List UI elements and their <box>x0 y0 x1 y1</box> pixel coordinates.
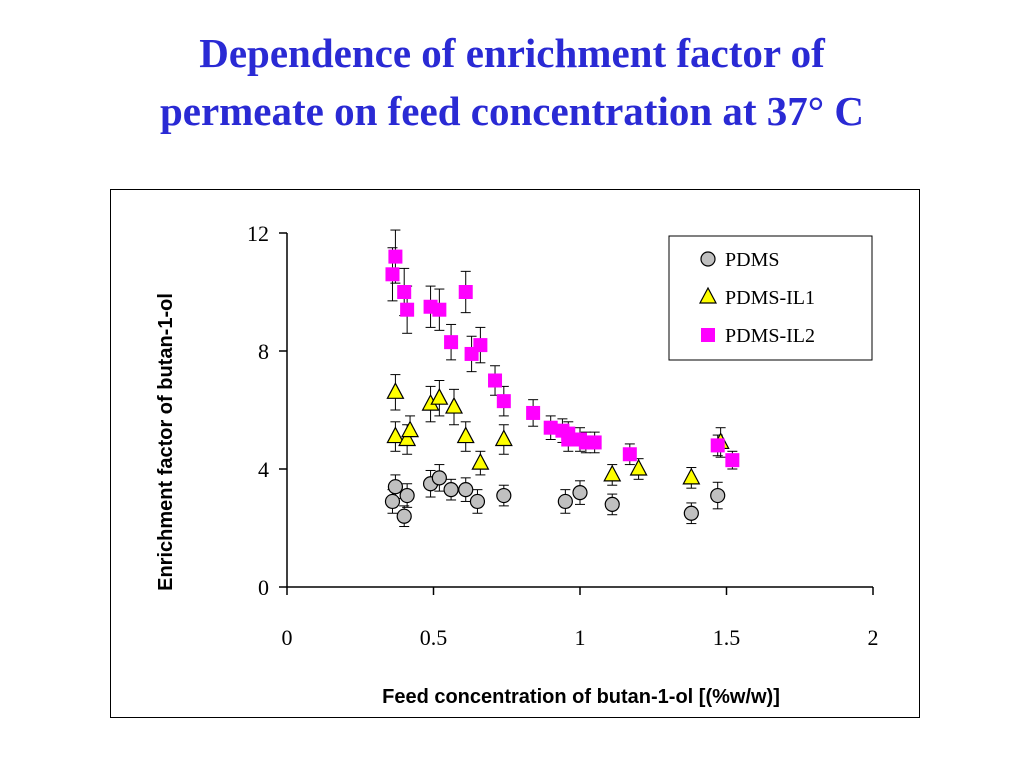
y-tick-label: 12 <box>247 221 269 246</box>
legend-marker-pdms-il1 <box>699 286 717 304</box>
data-point-pdms-il2 <box>725 453 740 468</box>
data-point-pdms-il2 <box>526 405 541 420</box>
data-point-pdms-il2 <box>496 394 511 409</box>
data-point-pdms-il1 <box>430 387 449 405</box>
data-point-pdms-il2 <box>444 335 459 350</box>
data-point-pdms-il2 <box>473 338 488 353</box>
x-axis-title: Feed concentration of butan-1-ol [(%w/w)… <box>382 686 780 708</box>
x-tick-label: 0.5 <box>420 625 448 650</box>
chart-frame <box>110 189 920 718</box>
x-tick-label: 2 <box>868 625 879 650</box>
data-point-pdms-il2 <box>397 285 412 299</box>
x-tick-label: 1.5 <box>713 625 741 650</box>
data-point-pdms-il2 <box>458 285 473 299</box>
data-point-pdms-il1 <box>456 426 475 444</box>
data-point-pdms-il1 <box>629 458 648 476</box>
slide-title: Dependence of enrichment factor of perme… <box>0 24 1024 140</box>
data-point-pdms <box>683 505 699 521</box>
y-tick-label: 0 <box>258 575 269 600</box>
legend-label: PDMS-IL2 <box>725 325 815 347</box>
slide-title-line-2: permeate on feed concentration at 37° C <box>159 88 865 134</box>
data-point-pdms-il2 <box>488 373 503 388</box>
data-point-pdms-il1 <box>603 464 622 482</box>
legend-label: PDMS-IL1 <box>725 287 815 309</box>
data-point-pdms-il2 <box>561 426 576 441</box>
data-point-pdms <box>431 470 447 486</box>
data-point-pdms-il1 <box>445 396 464 414</box>
x-tick-label: 0 <box>282 625 293 650</box>
data-point-pdms-il2 <box>388 249 403 264</box>
legend-label: PDMS <box>725 249 779 271</box>
data-point-pdms <box>469 493 486 510</box>
y-tick-label: 8 <box>258 339 269 364</box>
data-point-pdms-il1 <box>682 467 701 485</box>
data-points <box>384 249 740 524</box>
data-point-pdms-il1 <box>386 382 405 399</box>
data-point-pdms <box>458 482 474 498</box>
legend-marker-pdms <box>700 251 716 267</box>
data-point-pdms-il2 <box>543 420 558 435</box>
data-point-pdms-il2 <box>385 267 400 282</box>
ticks: 0 0.5 1 1.5 2 0 4 8 12 <box>247 221 879 650</box>
data-point-pdms <box>384 493 401 510</box>
data-point-pdms <box>396 508 412 524</box>
data-point-pdms <box>710 487 726 504</box>
data-point-pdms-il2 <box>400 302 415 317</box>
data-point-pdms-il1 <box>471 452 490 470</box>
data-point-pdms <box>604 496 620 512</box>
legend: PDMS PDMS-IL1 PDMS-IL2 <box>668 235 873 361</box>
data-point-pdms-il2 <box>587 435 602 450</box>
data-point-pdms <box>557 493 573 510</box>
slide-title-line-1: Dependence of enrichment factor of <box>199 30 825 76</box>
data-point-pdms <box>399 487 415 504</box>
data-point-pdms-il2 <box>710 438 725 453</box>
y-axis-title: Enrichment factor of butan-1-ol <box>155 293 177 591</box>
data-point-pdms-il1 <box>398 429 417 447</box>
data-point-pdms <box>387 479 404 495</box>
data-point-pdms-il1 <box>494 429 513 447</box>
data-point-pdms-il2 <box>432 302 447 317</box>
data-point-pdms-il1 <box>386 426 405 444</box>
data-point-pdms-il2 <box>622 447 637 462</box>
data-point-pdms-il1 <box>401 420 420 438</box>
y-tick-label: 4 <box>258 457 269 482</box>
legend-marker-pdms-il2 <box>701 328 715 342</box>
x-tick-label: 1 <box>575 625 586 650</box>
data-point-pdms <box>496 487 512 504</box>
data-point-pdms <box>572 485 588 501</box>
data-point-pdms <box>443 482 459 498</box>
